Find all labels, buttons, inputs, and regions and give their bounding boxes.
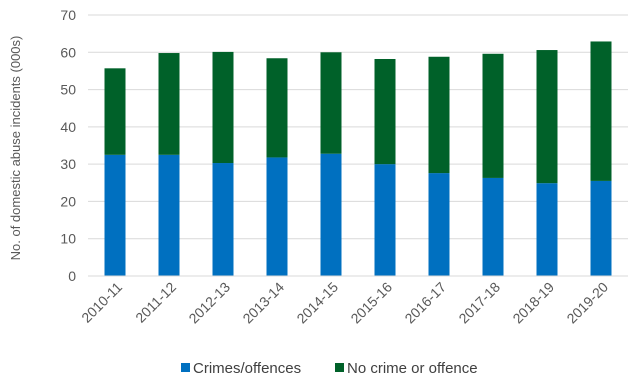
y-axis-ticks: 0 10 20 30 40 50 60 70 xyxy=(60,7,76,284)
bar-crimes-offences-2017-18 xyxy=(482,177,504,276)
x-tick-label-2014-15: 2014-15 xyxy=(293,279,341,327)
legend-swatch-no-crime xyxy=(335,363,344,372)
y-tick-label-30: 30 xyxy=(60,156,76,172)
legend-label-no-crime: No crime or offence xyxy=(347,360,478,377)
bars xyxy=(104,41,612,276)
y-tick-label-0: 0 xyxy=(68,268,76,284)
bar-crimes-offences-2019-20 xyxy=(590,180,612,276)
bar-no-crime-2019-20 xyxy=(590,41,612,181)
bar-no-crime-2014-15 xyxy=(320,52,342,154)
x-tick-label-2010-11: 2010-11 xyxy=(78,279,125,326)
bar-crimes-offences-2015-16 xyxy=(374,164,396,276)
bar-crimes-offences-2014-15 xyxy=(320,153,342,276)
x-tick-label-2011-12: 2011-12 xyxy=(132,279,179,326)
y-tick-label-10: 10 xyxy=(60,231,76,247)
bar-crimes-offences-2011-12 xyxy=(158,154,180,276)
x-tick-label-2015-16: 2015-16 xyxy=(347,279,395,327)
bar-no-crime-2012-13 xyxy=(212,51,234,164)
legend: Crimes/offences No crime or offence xyxy=(181,360,478,377)
x-tick-label-2012-13: 2012-13 xyxy=(185,279,233,327)
bar-no-crime-2011-12 xyxy=(158,53,180,155)
x-tick-label-2017-18: 2017-18 xyxy=(455,279,503,327)
x-tick-label-2013-14: 2013-14 xyxy=(239,279,287,327)
y-tick-label-50: 50 xyxy=(60,82,76,98)
bar-crimes-offences-2013-14 xyxy=(266,157,288,276)
y-tick-label-20: 20 xyxy=(60,193,76,209)
x-tick-label-2016-17: 2016-17 xyxy=(401,279,449,327)
legend-swatch-crimes-offences xyxy=(181,363,190,372)
bar-no-crime-2018-19 xyxy=(536,50,558,184)
bar-crimes-offences-2012-13 xyxy=(212,163,234,276)
bar-no-crime-2015-16 xyxy=(374,58,396,165)
bar-crimes-offences-2018-19 xyxy=(536,183,558,276)
y-axis-label: No. of domestic abuse incidents (000s) xyxy=(8,36,23,261)
bar-no-crime-2013-14 xyxy=(266,58,288,158)
bar-no-crime-2017-18 xyxy=(482,53,504,178)
x-axis-ticks: 2010-11 2011-12 2012-13 2013-14 2014-15 2015-… xyxy=(78,279,611,327)
bar-crimes-offences-2010-11 xyxy=(104,154,126,276)
y-tick-label-70: 70 xyxy=(60,7,76,23)
bar-no-crime-2016-17 xyxy=(428,56,450,174)
bar-no-crime-2010-11 xyxy=(104,68,126,155)
x-tick-label-2018-19: 2018-19 xyxy=(509,279,557,327)
y-tick-label-40: 40 xyxy=(60,119,76,135)
y-tick-label-60: 60 xyxy=(60,44,76,60)
bar-crimes-offences-2016-17 xyxy=(428,173,450,276)
x-tick-label-2019-20: 2019-20 xyxy=(563,279,611,327)
legend-label-crimes-offences: Crimes/offences xyxy=(193,360,301,377)
